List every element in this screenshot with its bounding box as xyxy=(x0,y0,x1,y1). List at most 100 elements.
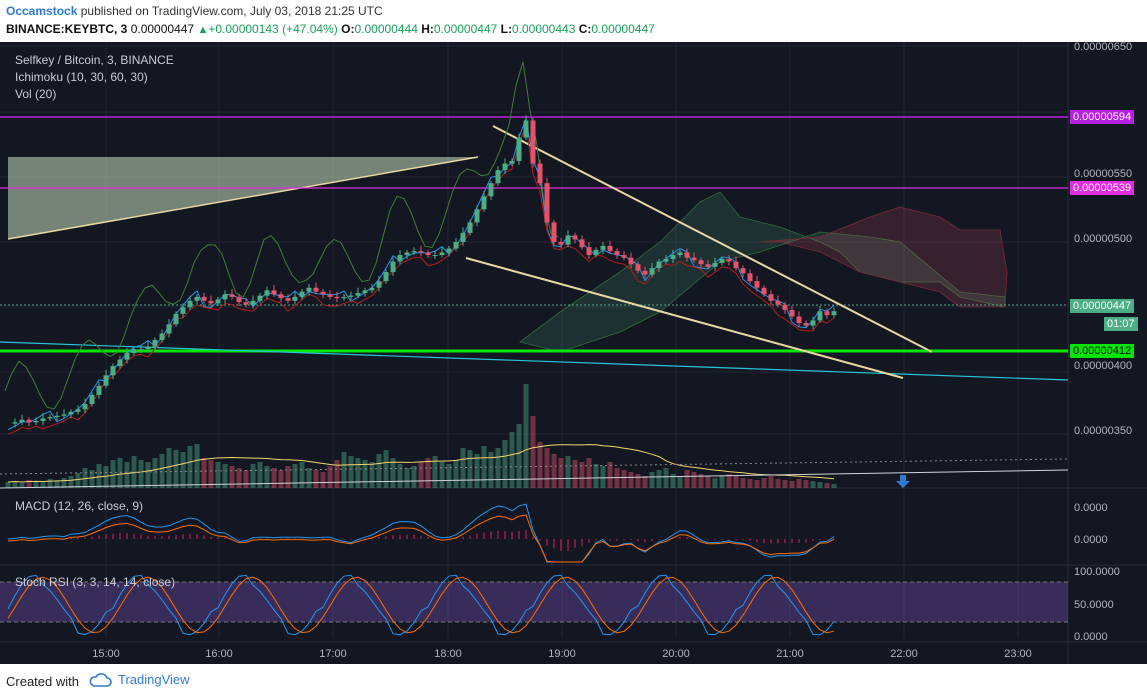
candle-body xyxy=(691,257,697,261)
candle-body xyxy=(47,417,53,419)
volume-bar xyxy=(12,481,18,488)
candle-body xyxy=(103,375,109,386)
tradingview-brand[interactable]: TradingView xyxy=(88,672,190,687)
macd-line xyxy=(7,503,835,563)
volume-bar xyxy=(54,480,60,488)
cloud-icon xyxy=(89,672,112,687)
open-label: O: xyxy=(341,22,355,36)
volume-bar xyxy=(418,462,424,488)
level-label-purple: 0.00000594 xyxy=(1070,110,1135,124)
ichimoku-legend[interactable]: Ichimoku (10, 30, 60, 30) xyxy=(15,70,148,84)
volume-bar xyxy=(719,476,725,488)
candle-body xyxy=(306,287,312,292)
wedge-lower-line xyxy=(465,257,904,379)
chart-area[interactable]: 0.00000650 0.00000550 0.00000500 0.00000400… xyxy=(0,42,1147,664)
volume-bar xyxy=(789,481,795,488)
volume-bar xyxy=(40,482,46,488)
volume-legend[interactable]: Vol (20) xyxy=(15,87,57,101)
volume-bar xyxy=(474,454,480,488)
author-name[interactable]: Occamstock xyxy=(6,4,78,18)
candle-body xyxy=(390,261,396,273)
stoch-legend[interactable]: Stoch RSI (3, 3, 14, 14, close) xyxy=(15,575,176,589)
candle-body xyxy=(810,320,816,326)
volume-bar xyxy=(425,458,431,488)
volume-bar xyxy=(348,456,354,488)
volume-bar xyxy=(523,384,529,488)
candle-body xyxy=(271,290,277,295)
candle-body xyxy=(166,324,172,334)
candle-body xyxy=(138,349,144,351)
lagging-span xyxy=(4,61,559,410)
volume-bar xyxy=(68,476,74,488)
volume-bar xyxy=(411,466,417,488)
volume-bar xyxy=(194,444,200,488)
volume-trendline xyxy=(0,469,1069,489)
volume-bar xyxy=(404,468,410,488)
candle-body xyxy=(740,268,746,274)
volume-bar xyxy=(754,480,760,488)
candle-body xyxy=(747,273,753,282)
volume-bar xyxy=(369,462,375,488)
macd-tick-label: 0.0000 xyxy=(1074,534,1108,546)
stoch-k-line xyxy=(7,574,835,636)
candle-body xyxy=(397,255,403,262)
volume-bar xyxy=(250,464,256,488)
volume-bar xyxy=(712,478,718,488)
macd-tick-label: 0.0000 xyxy=(1074,502,1108,514)
candle-body xyxy=(537,163,543,184)
volume-bar xyxy=(159,454,165,488)
macd-legend[interactable]: MACD (12, 26, close, 9) xyxy=(15,499,144,513)
candle-body xyxy=(89,394,95,405)
volume-bar xyxy=(761,478,767,488)
candle-body xyxy=(12,422,18,424)
candle-body xyxy=(278,294,284,299)
volume-bar xyxy=(61,478,67,488)
volume-bar xyxy=(516,424,522,488)
candle-body xyxy=(551,222,557,242)
volume-bar xyxy=(313,470,319,488)
candle-body xyxy=(187,300,193,308)
volume-bar xyxy=(75,473,81,488)
time-tick-label: 15:00 xyxy=(92,648,120,660)
candle-body xyxy=(82,404,88,410)
wedge-upper-line xyxy=(492,125,933,353)
up-arrow-icon xyxy=(896,475,910,488)
volume-bar xyxy=(26,480,32,488)
candle-body xyxy=(180,307,186,314)
candle-body xyxy=(222,294,228,300)
candle-body xyxy=(383,272,389,282)
stoch-d-line xyxy=(7,576,835,634)
candle-body xyxy=(607,245,613,252)
tradingview-text: TradingView xyxy=(118,672,190,687)
candle-body xyxy=(418,251,424,253)
candle-body xyxy=(40,418,46,422)
candle-body xyxy=(460,232,466,242)
chart-header: Occamstock published on TradingView.com,… xyxy=(0,0,1147,42)
chart-canvas[interactable]: 0.00000650 0.00000550 0.00000500 0.00000400… xyxy=(0,42,1147,664)
candle-body xyxy=(628,257,634,265)
volume-bar xyxy=(768,476,774,488)
candle-body xyxy=(117,359,123,367)
volume-bar xyxy=(726,474,732,488)
candle-body xyxy=(684,252,690,258)
candle-body xyxy=(33,421,39,423)
volume-bar xyxy=(586,458,592,488)
candle-body xyxy=(593,249,599,256)
volume-bar xyxy=(341,452,347,488)
time-tick-label: 21:00 xyxy=(776,648,804,660)
volume-bar xyxy=(649,472,655,488)
volume-bar xyxy=(656,470,662,488)
support-level-label: 0.00000412 xyxy=(1070,344,1135,358)
footer: Created with TradingView xyxy=(0,664,1147,698)
symbol-label: BINANCE:KEYBTC, 3 xyxy=(6,22,128,36)
candle-body xyxy=(355,292,361,296)
candle-body xyxy=(215,299,221,304)
candle-body xyxy=(642,270,648,275)
volume-bar xyxy=(82,468,88,488)
volume-bar xyxy=(306,468,312,488)
candle-body xyxy=(194,296,200,301)
candle-body xyxy=(264,290,270,296)
candle-body xyxy=(313,287,319,292)
publish-info: published on TradingView.com, July 03, 2… xyxy=(80,4,383,18)
time-tick-label: 17:00 xyxy=(319,648,347,660)
